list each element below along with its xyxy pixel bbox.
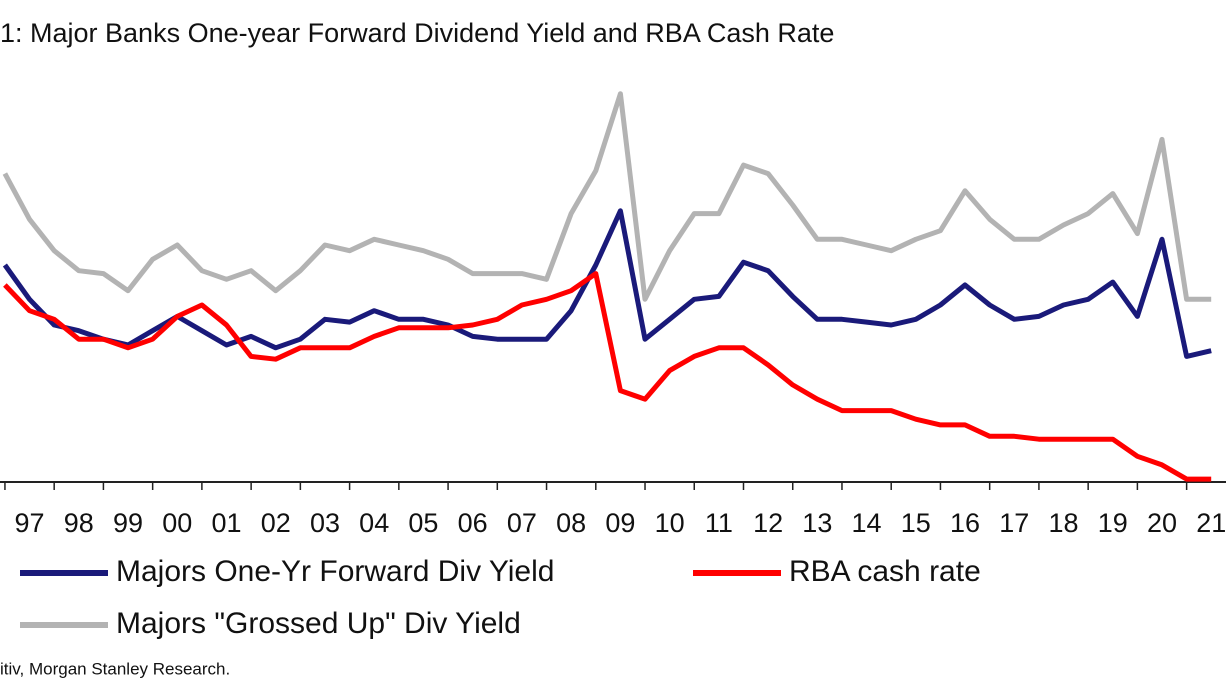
x-tick-label: 06	[458, 508, 488, 538]
x-tick-label: 01	[211, 508, 241, 538]
x-tick-label: 17	[999, 508, 1029, 538]
chart-title: 1: Major Banks One-year Forward Dividend…	[0, 18, 834, 48]
series-line	[3, 271, 1212, 482]
x-tick-label: 20	[1147, 508, 1177, 538]
source: itiv, Morgan Stanley Research.	[0, 659, 230, 678]
x-tick-label: 12	[753, 508, 783, 538]
x-tick-label: 21	[1196, 508, 1226, 538]
x-tick-label: 07	[507, 508, 537, 538]
x-tick-label: 11	[705, 508, 733, 538]
x-tick-label: 19	[1098, 508, 1128, 538]
series-line	[2, 91, 1212, 302]
x-tick-label: 97	[15, 508, 45, 538]
x-tick-label: 15	[901, 508, 931, 538]
x-tick-label: 03	[310, 508, 340, 538]
x-tick-label: 14	[852, 508, 882, 538]
x-tick-label: 04	[359, 508, 389, 538]
series-line	[2, 208, 1212, 359]
x-tick-label: 13	[802, 508, 832, 538]
legend-label: Majors "Grossed Up" Div Yield	[116, 607, 521, 640]
x-tick-label: 18	[1048, 508, 1078, 538]
legend-label: RBA cash rate	[789, 555, 981, 588]
x-tick-label: 16	[950, 508, 980, 538]
x-tick-label: 99	[113, 508, 143, 538]
x-tick-label: 10	[655, 508, 685, 538]
x-tick-label: 02	[261, 508, 291, 538]
x-tick-label: 98	[64, 508, 94, 538]
x-tick-label: 08	[556, 508, 586, 538]
legend-label: Majors One-Yr Forward Div Yield	[116, 555, 554, 588]
x-tick-label: 05	[408, 508, 438, 538]
x-tick-label: 00	[162, 508, 192, 538]
x-tick-label: 09	[605, 508, 635, 538]
